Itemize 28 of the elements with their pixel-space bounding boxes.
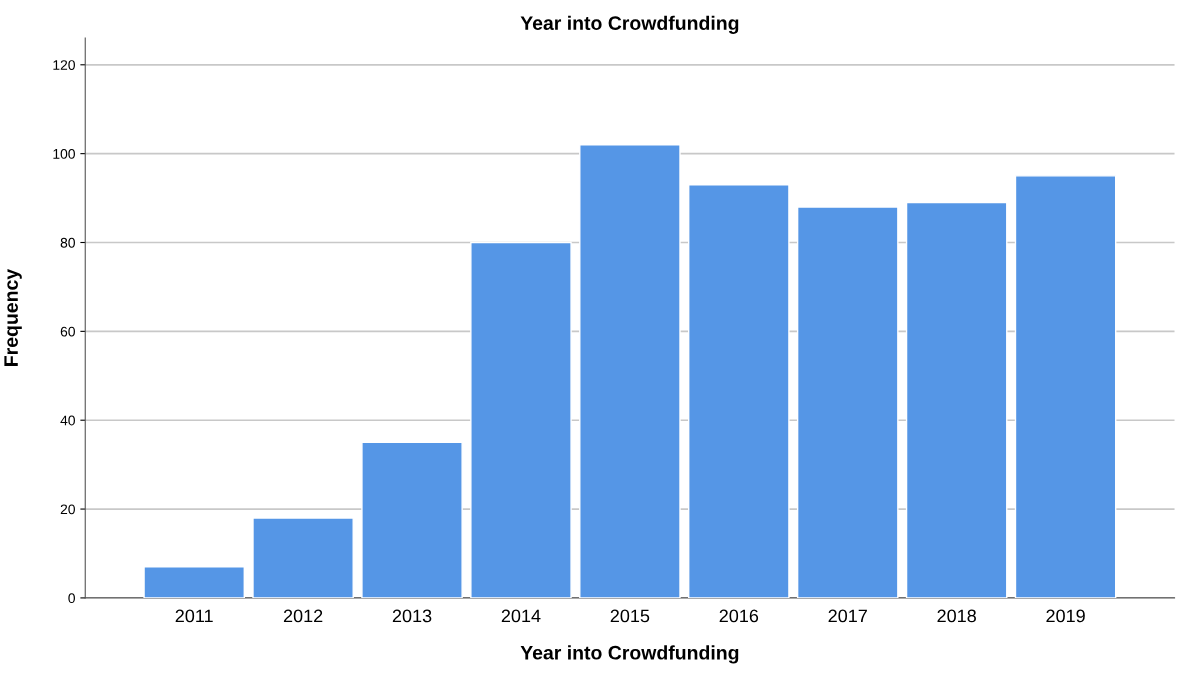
x-tick-label: 2017 bbox=[828, 609, 867, 623]
x-tick-label: 2019 bbox=[1046, 609, 1085, 623]
bar bbox=[579, 144, 681, 598]
y-tick-label: 20 bbox=[60, 504, 75, 515]
x-tick-label: 2011 bbox=[175, 609, 213, 623]
y-tick-label: 60 bbox=[60, 326, 75, 337]
bar bbox=[361, 441, 463, 598]
chart-title: Year into Crowdfunding bbox=[520, 15, 739, 34]
y-tick-label: 120 bbox=[53, 60, 75, 70]
bar bbox=[796, 206, 899, 598]
x-tick-label: 2018 bbox=[937, 609, 976, 623]
bar bbox=[1014, 175, 1117, 598]
x-tick-label: 2016 bbox=[719, 609, 759, 623]
bar bbox=[688, 184, 790, 598]
x-tick-label: 2012 bbox=[283, 609, 323, 623]
x-tick-label: 2014 bbox=[501, 609, 541, 623]
y-tick-label: 100 bbox=[53, 148, 75, 159]
bar bbox=[143, 566, 245, 598]
x-tick-label: 2015 bbox=[610, 609, 650, 623]
bar bbox=[470, 241, 572, 598]
y-tick-label: 0 bbox=[68, 593, 75, 604]
y-tick-label: 80 bbox=[60, 237, 75, 248]
bar bbox=[905, 201, 1008, 598]
x-tick-label: 2013 bbox=[392, 609, 432, 623]
bar bbox=[252, 517, 354, 598]
x-axis-title: Year into Crowdfunding bbox=[520, 645, 739, 664]
y-tick-label: 40 bbox=[60, 415, 75, 426]
y-axis-title: Frequency bbox=[4, 268, 22, 366]
